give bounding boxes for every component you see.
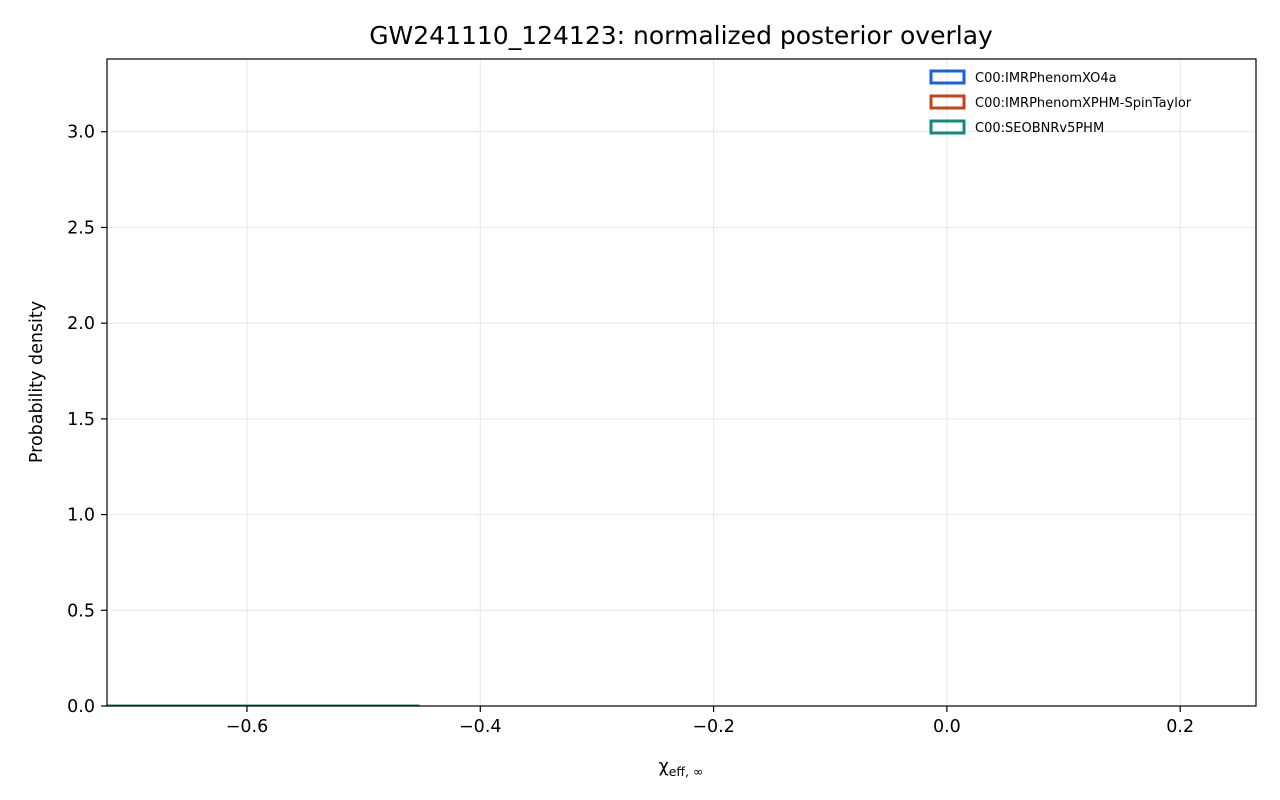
x-tick-label: 0.0 [933, 717, 961, 737]
axis-ticks: −0.6 −0.4 −0.2 0.0 0.2 0.0 0.5 1.0 1.5 2.0 2.5 3.0 [67, 123, 1194, 737]
x-axis-label-symbol: χ [659, 757, 669, 777]
legend-label: C00:IMRPhenomXO4a [975, 71, 1117, 86]
x-axis-label-subscript: eff, ∞ [669, 764, 704, 779]
plot-frame [106, 58, 1257, 707]
y-axis-label: Probability density [27, 301, 47, 463]
y-tick-label: 3.0 [67, 123, 95, 143]
y-tick-label: 1.0 [67, 506, 95, 526]
x-tick-label: −0.6 [226, 717, 269, 737]
chart-title: GW241110_124123: normalized posterior ov… [369, 21, 993, 50]
x-axis-label: χeff, ∞ [659, 757, 704, 779]
legend-swatch [929, 69, 966, 85]
legend: C00:IMRPhenomXO4a C00:IMRPhenomXPHM-SpinT… [929, 69, 1192, 136]
y-tick-label: 0.0 [67, 697, 95, 717]
x-tick-label: 0.2 [1166, 717, 1194, 737]
x-tick-label: −0.4 [459, 717, 502, 737]
legend-swatch [929, 94, 966, 110]
legend-label: C00:IMRPhenomXPHM-SpinTaylor [975, 96, 1192, 111]
y-tick-label: 2.0 [67, 314, 95, 334]
y-tick-label: 0.5 [67, 601, 95, 621]
y-tick-label: 1.5 [67, 410, 95, 430]
legend-swatch [929, 119, 966, 135]
x-tick-label: −0.2 [692, 717, 735, 737]
legend-label: C00:SEOBNRv5PHM [975, 121, 1104, 136]
y-tick-label: 2.5 [67, 218, 95, 238]
